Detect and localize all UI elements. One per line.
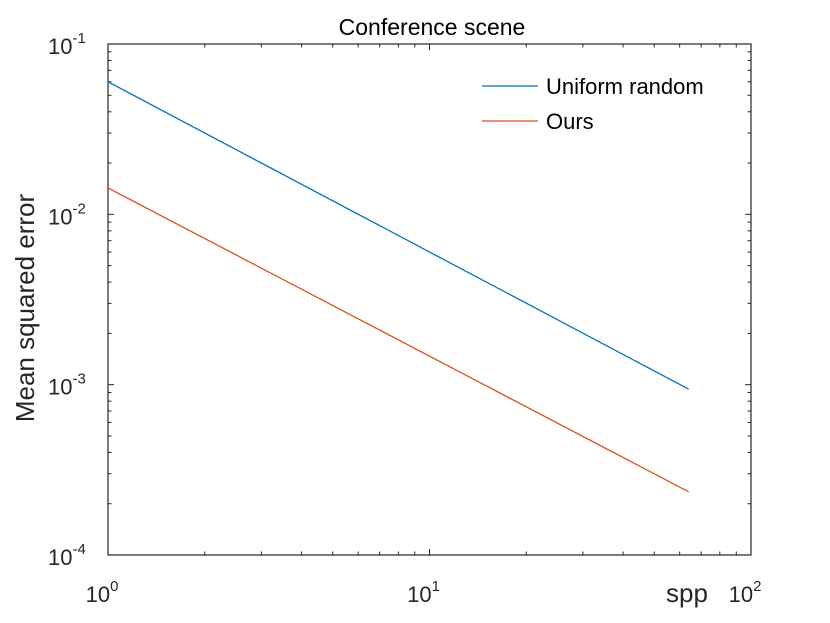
series-lines (107, 81, 690, 493)
chart-title: Conference scene (339, 14, 526, 40)
x-tick-exponent: 0 (110, 578, 118, 595)
x-tick-label: 102 (729, 578, 762, 607)
y-tick-exponent: -4 (72, 541, 85, 558)
y-tick-label: 10-1 (48, 30, 86, 59)
series-line-0 (107, 81, 690, 390)
y-tick-label: 10-2 (48, 200, 86, 229)
y-tick-exponent: -2 (72, 200, 85, 217)
legend-label: Uniform random (546, 74, 704, 99)
legend: Uniform random Ours (482, 74, 704, 134)
legend-label: Ours (546, 109, 594, 134)
y-axis-label: Mean squared error (10, 193, 40, 422)
x-tick-exponent: 2 (753, 578, 761, 595)
y-tick-label: 10-4 (48, 541, 86, 570)
plot-area (107, 43, 752, 556)
x-tick-exponent: 1 (432, 578, 440, 595)
x-tick-label: 101 (407, 578, 440, 607)
x-axis-label: spp (666, 578, 708, 608)
y-tick-exponent: -3 (72, 371, 85, 388)
series-line-1 (107, 187, 690, 493)
x-tick-label: 100 (86, 578, 119, 607)
y-tick-exponent: -1 (72, 30, 85, 47)
y-tick-label: 10-3 (48, 371, 86, 400)
